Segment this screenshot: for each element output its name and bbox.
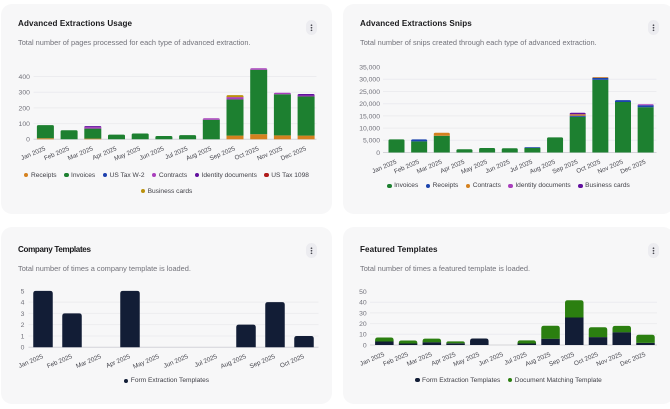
svg-text:Jan 2025: Jan 2025 — [359, 351, 386, 368]
svg-text:Mar 2025: Mar 2025 — [67, 145, 95, 162]
svg-text:0: 0 — [26, 137, 30, 144]
svg-text:Sep 2025: Sep 2025 — [551, 158, 579, 175]
svg-text:40: 40 — [359, 300, 367, 307]
svg-text:May 2025: May 2025 — [460, 158, 489, 175]
svg-text:Oct 2025: Oct 2025 — [234, 145, 261, 162]
svg-text:Aug 2025: Aug 2025 — [220, 353, 248, 370]
svg-text:200: 200 — [19, 105, 31, 112]
svg-text:10: 10 — [359, 332, 367, 339]
svg-text:Jun 2025: Jun 2025 — [484, 158, 511, 175]
svg-text:Feb 2025: Feb 2025 — [46, 353, 74, 370]
svg-text:0: 0 — [363, 342, 367, 349]
svg-text:10,000: 10,000 — [359, 126, 380, 133]
svg-text:Mar 2025: Mar 2025 — [406, 351, 434, 368]
svg-text:Jun 2025: Jun 2025 — [478, 351, 505, 368]
svg-text:400: 400 — [19, 74, 31, 81]
svg-text:Feb 2025: Feb 2025 — [43, 145, 71, 162]
svg-text:20: 20 — [359, 321, 367, 328]
svg-text:Mar 2025: Mar 2025 — [75, 353, 103, 370]
svg-text:30: 30 — [359, 310, 367, 317]
svg-text:Dec 2025: Dec 2025 — [280, 145, 308, 162]
svg-text:15,000: 15,000 — [359, 113, 380, 120]
svg-text:Nov 2025: Nov 2025 — [256, 145, 284, 162]
svg-text:30,000: 30,000 — [359, 77, 380, 84]
svg-text:35,000: 35,000 — [359, 65, 380, 72]
svg-text:3: 3 — [21, 311, 25, 318]
svg-text:Aug 2025: Aug 2025 — [185, 145, 213, 162]
svg-text:May 2025: May 2025 — [113, 145, 142, 162]
svg-text:2: 2 — [21, 322, 25, 329]
svg-text:Jun 2025: Jun 2025 — [163, 353, 190, 370]
svg-text:Sep 2025: Sep 2025 — [209, 145, 237, 162]
svg-text:Nov 2025: Nov 2025 — [595, 351, 623, 368]
svg-text:100: 100 — [19, 121, 31, 128]
svg-text:Sep 2025: Sep 2025 — [249, 353, 277, 370]
svg-text:Aug 2025: Aug 2025 — [524, 351, 552, 368]
svg-text:4: 4 — [21, 300, 25, 307]
svg-text:Oct 2025: Oct 2025 — [279, 353, 306, 370]
svg-text:5,000: 5,000 — [363, 138, 380, 145]
svg-text:50: 50 — [359, 289, 367, 296]
svg-text:Apr 2025: Apr 2025 — [105, 353, 132, 370]
svg-text:5: 5 — [21, 288, 25, 295]
svg-text:25,000: 25,000 — [359, 89, 380, 96]
svg-text:Jan 2025: Jan 2025 — [20, 145, 47, 162]
svg-text:Jun 2025: Jun 2025 — [139, 145, 166, 162]
svg-text:Dec 2025: Dec 2025 — [619, 351, 647, 368]
svg-text:0: 0 — [21, 345, 25, 352]
svg-text:Jan 2025: Jan 2025 — [18, 353, 45, 370]
svg-text:1: 1 — [21, 333, 25, 340]
svg-text:Feb 2025: Feb 2025 — [382, 351, 410, 368]
svg-text:Sep 2025: Sep 2025 — [548, 351, 576, 368]
svg-text:Dec 2025: Dec 2025 — [619, 158, 647, 175]
svg-text:300: 300 — [19, 90, 31, 97]
svg-text:May 2025: May 2025 — [452, 351, 481, 368]
svg-text:Jul 2025: Jul 2025 — [194, 353, 219, 369]
svg-text:20,000: 20,000 — [359, 101, 380, 108]
svg-text:0: 0 — [376, 150, 380, 157]
svg-text:Oct 2025: Oct 2025 — [573, 351, 600, 368]
svg-text:Mar 2025: Mar 2025 — [416, 158, 444, 175]
svg-text:May 2025: May 2025 — [132, 353, 161, 370]
